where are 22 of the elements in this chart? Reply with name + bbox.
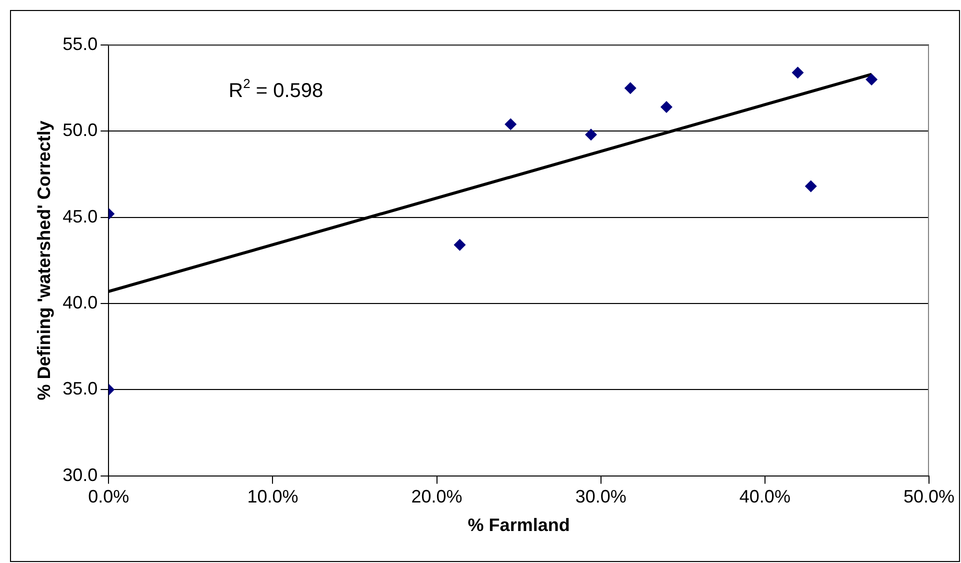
x-axis-title: % Farmland <box>468 515 570 536</box>
point <box>585 128 598 141</box>
x-tick-label: 10.0% <box>247 486 298 507</box>
y-tick-label: 55.0 <box>62 34 98 54</box>
point <box>792 66 804 79</box>
x-tick-label: 50.0% <box>903 486 955 507</box>
y-axis-title: % Defining 'watershed' Correctly <box>34 120 54 400</box>
x-tick-label: 40.0% <box>739 486 790 507</box>
point <box>866 73 878 86</box>
y-tick-label: 35.0 <box>62 378 98 399</box>
point <box>504 118 517 130</box>
point <box>804 180 817 192</box>
point <box>454 238 466 251</box>
point <box>660 101 672 114</box>
x-tick-label: 0.0% <box>88 486 130 507</box>
y-tick-label: 40.0 <box>62 292 98 312</box>
point <box>624 82 636 94</box>
y-tick-label: 30.0 <box>62 464 98 485</box>
x-tick-label: 30.0% <box>575 486 626 507</box>
y-tick-label: 50.0 <box>62 120 98 140</box>
x-tick-label: 20.0% <box>411 486 462 507</box>
y-tick-label: 45.0 <box>62 206 98 226</box>
